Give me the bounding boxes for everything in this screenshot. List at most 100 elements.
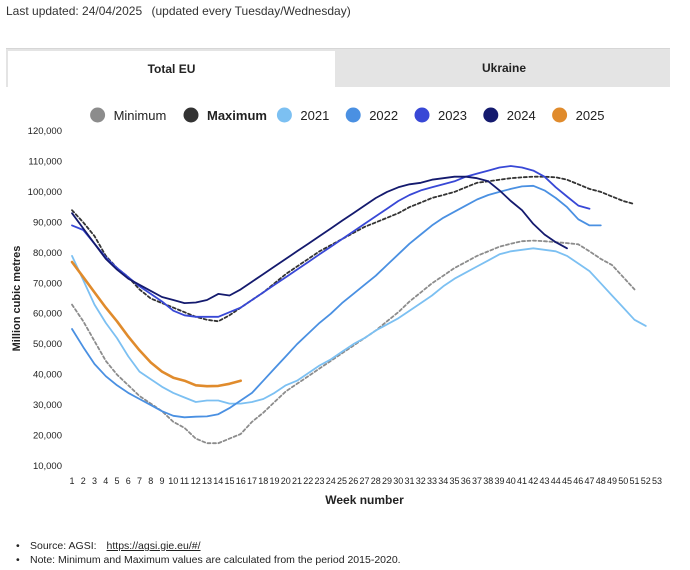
y-tick-label: 30,000 bbox=[33, 400, 62, 411]
y-tick-label: 120,000 bbox=[28, 126, 62, 137]
legend-marker-2025 bbox=[552, 107, 568, 123]
y-tick-label: 10,000 bbox=[33, 461, 62, 472]
x-tick-label: 52 bbox=[641, 476, 651, 486]
x-tick-label: 51 bbox=[629, 476, 639, 486]
update-frequency-note: (updated every Tuesday/Wednesday) bbox=[151, 4, 351, 18]
x-tick-label: 28 bbox=[371, 476, 381, 486]
note-row: • Note: Minimum and Maximum values are ca… bbox=[16, 554, 401, 566]
sources-block: • Source: AGSI: https://agsi.gie.eu/#/ • No… bbox=[16, 540, 401, 568]
x-tick-label: 24 bbox=[326, 476, 336, 486]
x-tick-label: 37 bbox=[472, 476, 482, 486]
y-tick-label: 90,000 bbox=[33, 217, 62, 228]
y-tick-label: 80,000 bbox=[33, 248, 62, 259]
y-tick-label: 20,000 bbox=[33, 431, 62, 442]
tab-ukraine[interactable]: Ukraine bbox=[338, 49, 670, 87]
x-tick-label: 43 bbox=[539, 476, 549, 486]
x-tick-label: 30 bbox=[393, 476, 403, 486]
x-tick-label: 1 bbox=[69, 476, 74, 486]
x-tick-label: 9 bbox=[159, 476, 164, 486]
x-tick-label: 33 bbox=[427, 476, 437, 486]
x-tick-label: 32 bbox=[416, 476, 426, 486]
x-tick-label: 6 bbox=[126, 476, 131, 486]
x-tick-label: 14 bbox=[213, 476, 223, 486]
x-tick-label: 23 bbox=[314, 476, 324, 486]
x-tick-label: 31 bbox=[404, 476, 414, 486]
x-tick-label: 36 bbox=[461, 476, 471, 486]
x-tick-label: 48 bbox=[596, 476, 606, 486]
source-row: • Source: AGSI: https://agsi.gie.eu/#/ bbox=[16, 540, 401, 552]
storage-line-chart: 10,000 20,000 30,000 40,000 50,000 60,000 70,0… bbox=[11, 107, 662, 507]
legend-label-2024: 2024 bbox=[507, 108, 536, 123]
x-tick-label: 5 bbox=[114, 476, 119, 486]
x-tick-label: 50 bbox=[618, 476, 628, 486]
x-tick-label: 40 bbox=[506, 476, 516, 486]
legend-label-2021: 2021 bbox=[300, 108, 329, 123]
series-line-maximum bbox=[71, 175, 636, 323]
x-tick-label: 10 bbox=[168, 476, 178, 486]
x-tick-label: 53 bbox=[652, 476, 662, 486]
legend-marker-2021 bbox=[276, 107, 292, 123]
source-label: Source: AGSI: bbox=[30, 540, 97, 552]
last-updated-date: Last updated: 24/04/2025 bbox=[6, 4, 143, 18]
x-tick-label: 21 bbox=[292, 476, 302, 486]
legend-label-minimum: Minimum bbox=[114, 108, 167, 123]
legend-marker-2024 bbox=[483, 107, 499, 123]
legend-marker-2022 bbox=[345, 107, 361, 123]
bullet: • bbox=[16, 554, 20, 566]
series-line-minimum bbox=[71, 239, 636, 445]
legend-label-2022: 2022 bbox=[369, 108, 398, 123]
legend-label-2023: 2023 bbox=[438, 108, 467, 123]
legend-label-maximum: Maximum bbox=[207, 108, 267, 123]
x-tick-label: 20 bbox=[281, 476, 291, 486]
y-tick-label: 70,000 bbox=[33, 278, 62, 289]
series-line-2025 bbox=[70, 260, 242, 388]
tab-total-eu[interactable]: Total EU bbox=[8, 51, 335, 87]
y-tick-label: 110,000 bbox=[28, 156, 62, 167]
x-tick-label: 19 bbox=[269, 476, 279, 486]
x-tick-label: 44 bbox=[551, 476, 561, 486]
legend-marker-maximum bbox=[183, 107, 199, 123]
y-tick-label: 60,000 bbox=[33, 309, 62, 320]
x-tick-label: 2 bbox=[81, 476, 86, 486]
x-tick-label: 22 bbox=[303, 476, 313, 486]
x-tick-label: 12 bbox=[191, 476, 201, 486]
minmax-note: Note: Minimum and Maximum values are cal… bbox=[30, 554, 401, 566]
x-tick-label: 34 bbox=[438, 476, 448, 486]
x-tick-label: 26 bbox=[348, 476, 358, 486]
x-tick-label: 35 bbox=[449, 476, 459, 486]
series-line-2021 bbox=[71, 247, 647, 405]
x-tick-label: 38 bbox=[483, 476, 493, 486]
series-line-2022 bbox=[71, 184, 602, 419]
last-updated-line: Last updated: 24/04/2025 (updated every … bbox=[6, 4, 351, 18]
x-tick-label: 27 bbox=[359, 476, 369, 486]
y-tick-label: 100,000 bbox=[28, 187, 62, 198]
x-axis-label: Week number bbox=[325, 493, 404, 507]
x-tick-label: 16 bbox=[236, 476, 246, 486]
series-line-2023 bbox=[71, 165, 591, 318]
series-line-2024 bbox=[71, 175, 568, 304]
x-tick-label: 4 bbox=[103, 476, 108, 486]
x-tick-label: 41 bbox=[517, 476, 527, 486]
x-tick-label: 46 bbox=[573, 476, 583, 486]
legend-marker-minimum bbox=[90, 107, 106, 123]
y-axis-label: Million cubic metres bbox=[11, 246, 23, 352]
x-tick-label: 47 bbox=[584, 476, 594, 486]
x-tick-label: 25 bbox=[337, 476, 347, 486]
x-tick-label: 11 bbox=[180, 476, 189, 486]
x-tick-label: 7 bbox=[137, 476, 142, 486]
x-tick-label: 8 bbox=[148, 476, 153, 486]
x-tick-label: 42 bbox=[528, 476, 538, 486]
x-tick-label: 29 bbox=[382, 476, 392, 486]
source-link[interactable]: https://agsi.gie.eu/#/ bbox=[106, 540, 201, 552]
x-tick-label: 3 bbox=[92, 476, 97, 486]
bullet: • bbox=[16, 540, 20, 552]
legend-label-2025: 2025 bbox=[576, 108, 605, 123]
x-tick-label: 18 bbox=[258, 476, 268, 486]
tab-bar: Total EU Ukraine bbox=[6, 48, 670, 87]
legend-marker-2023 bbox=[414, 107, 430, 123]
x-tick-label: 45 bbox=[562, 476, 572, 486]
y-tick-label: 40,000 bbox=[33, 370, 62, 381]
x-tick-label: 17 bbox=[247, 476, 257, 486]
x-tick-label: 49 bbox=[607, 476, 617, 486]
x-tick-label: 13 bbox=[202, 476, 212, 486]
